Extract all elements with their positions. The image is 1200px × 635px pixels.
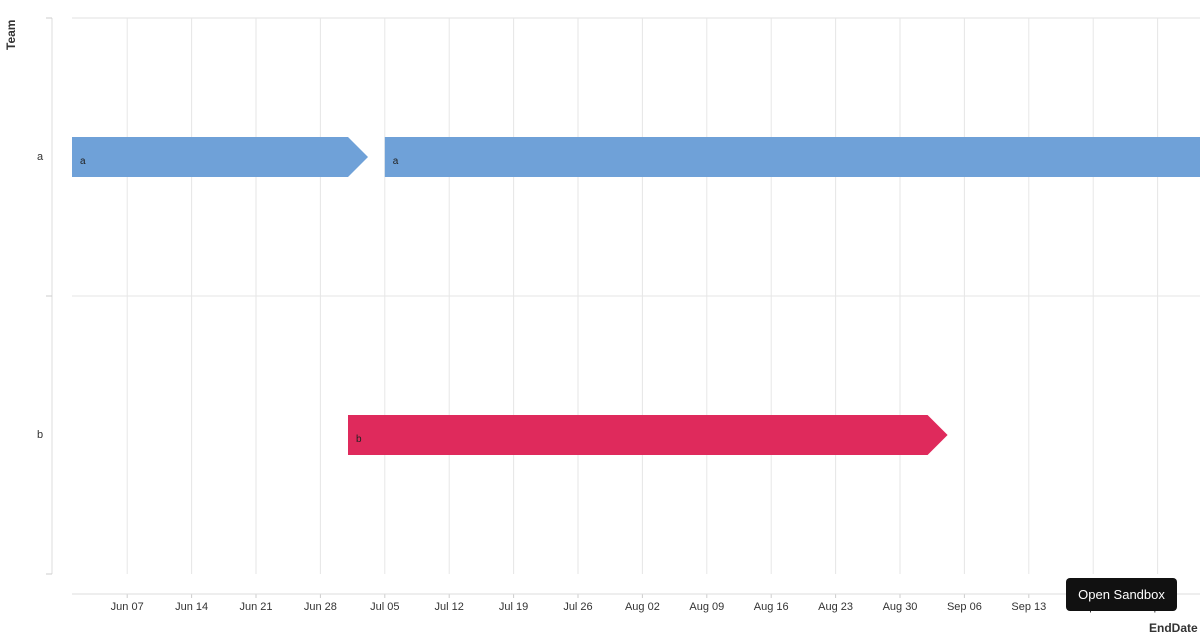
y-tick-label: a: [37, 151, 44, 163]
task-label: a: [393, 156, 399, 167]
x-tick-label: Jun 07: [111, 601, 144, 613]
x-tick-label: Jun 28: [304, 601, 337, 613]
x-tick-label: Jun 21: [239, 601, 272, 613]
x-tick-label: Jul 19: [499, 601, 528, 613]
x-tick-label: Aug 16: [754, 601, 789, 613]
task-label: b: [356, 434, 362, 445]
y-axis-title: Team: [4, 19, 18, 50]
x-tick-label: Jul 26: [563, 601, 592, 613]
x-tick-label: Jul 12: [435, 601, 464, 613]
open-sandbox-button[interactable]: Open Sandbox: [1066, 578, 1177, 611]
task-bar-a: [384, 137, 1200, 177]
x-tick-label: Sep 06: [947, 601, 982, 613]
y-tick-label: b: [37, 429, 43, 441]
task-bar-b: [348, 415, 948, 455]
x-tick-label: Aug 09: [689, 601, 724, 613]
task-label: a: [80, 156, 86, 167]
x-tick-label: Aug 30: [883, 601, 918, 613]
x-tick-label: Jul 05: [370, 601, 399, 613]
x-axis-title: EndDate: [1149, 621, 1198, 635]
x-tick-label: Aug 23: [818, 601, 853, 613]
task-bar-a: [72, 137, 368, 177]
x-tick-label: Sep 13: [1011, 601, 1046, 613]
x-tick-label: Jun 14: [175, 601, 208, 613]
x-tick-label: Aug 02: [625, 601, 660, 613]
